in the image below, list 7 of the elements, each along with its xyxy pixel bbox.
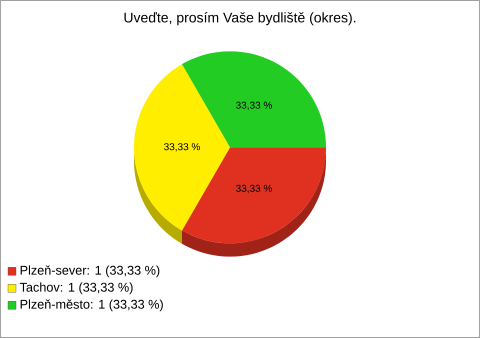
data-label: 33,33 %: [236, 184, 272, 194]
legend-label: Plzeň-město: 1 (33,33 %): [20, 299, 163, 312]
data-label: 33,33 %: [236, 102, 272, 110]
data-label: 33,33 %: [164, 143, 200, 152]
legend-label: Plzeň-sever: 1 (33,33 %): [20, 265, 160, 278]
chart-title: Uveďte, prosím Vaše bydliště (okres).: [124, 12, 356, 26]
legend-label: Tachov: 1 (33,33 %): [20, 282, 133, 294]
